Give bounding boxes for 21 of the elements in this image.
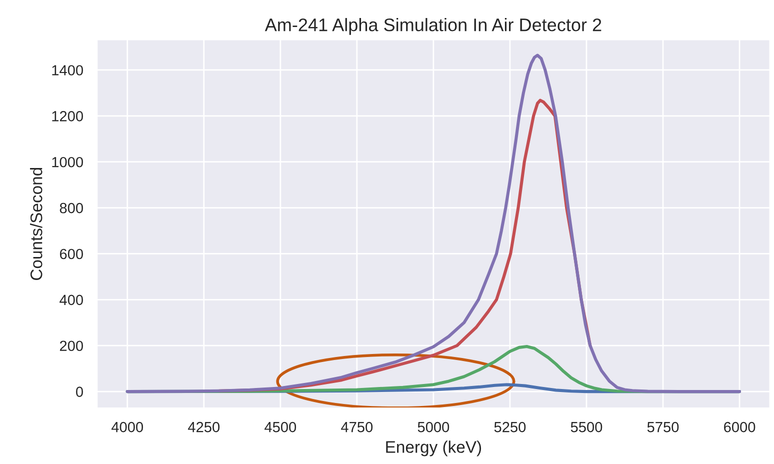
y-axis-title: Counts/Second — [30, 168, 42, 280]
y-tick-label: 1200 — [52, 111, 83, 122]
x-tick-label: 5750 — [647, 422, 679, 432]
x-tick-label: 5500 — [570, 422, 602, 432]
y-tick-label: 600 — [60, 248, 83, 260]
line-series — [126, 54, 742, 394]
y-tick-label: 800 — [60, 202, 83, 214]
chart-title: Am-241 Alpha Simulation In Air Detector 2 — [264, 18, 602, 35]
y-tick-label: 200 — [60, 340, 83, 352]
x-tick-label: 4000 — [111, 422, 144, 432]
x-axis-title: Energy (keV) — [386, 440, 482, 456]
x-tick-label: 5250 — [494, 422, 526, 432]
x-tick-label: 4750 — [341, 422, 373, 432]
y-tick-label: 400 — [60, 294, 83, 306]
x-tick-label: 4500 — [264, 422, 296, 432]
y-tick-label: 1400 — [52, 65, 83, 76]
x-tick-label: 5000 — [418, 422, 450, 432]
x-tick-label: 6000 — [724, 422, 756, 432]
y-tick-label: 1000 — [52, 156, 83, 168]
x-tick-label: 4250 — [188, 422, 220, 432]
y-tick-label: 0 — [76, 386, 83, 397]
